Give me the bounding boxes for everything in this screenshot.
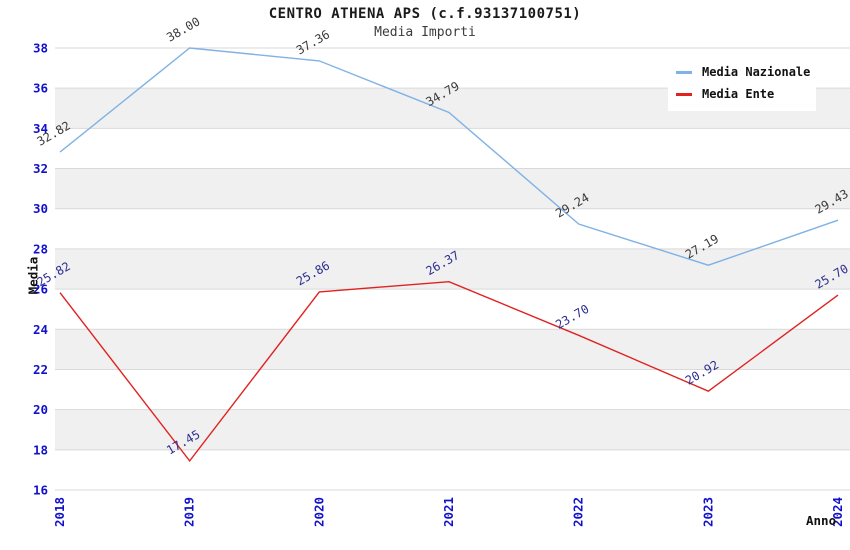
y-tick-label: 36 (33, 81, 48, 96)
x-axis-title: Anno (806, 513, 837, 528)
y-tick-label: 34 (33, 121, 48, 136)
y-tick-label: 22 (33, 362, 48, 377)
x-tick-label: 2021 (441, 497, 456, 527)
x-tick-label: 2024 (830, 497, 845, 527)
y-tick-label: 20 (33, 402, 48, 417)
point-value-label: 23.70 (553, 302, 591, 332)
point-value-label: 37.36 (294, 27, 332, 57)
legend-label: Media Nazionale (702, 65, 811, 79)
plot-band (55, 409, 850, 450)
series-line-media-nazionale (59, 47, 839, 266)
y-tick-label: 18 (33, 442, 48, 457)
legend-label: Media Ente (702, 87, 775, 101)
y-tick-label: 16 (33, 483, 48, 498)
y-tick-label: 32 (33, 161, 48, 176)
y-tick-label: 24 (33, 322, 48, 337)
y-tick-label: 28 (33, 241, 48, 256)
legend-item-media-ente: Media Ente (676, 83, 810, 105)
chart-subtitle: Media Importi (374, 25, 476, 40)
point-value-label: 38.00 (164, 14, 202, 44)
legend: Media Nazionale Media Ente (668, 55, 816, 111)
y-tick-label: 38 (33, 41, 48, 56)
x-tick-label: 2022 (571, 497, 586, 527)
y-axis-title: Media (25, 256, 41, 295)
legend-line-swatch-blue (676, 70, 692, 74)
legend-line-swatch-red (676, 92, 692, 96)
x-tick-label: 2019 (182, 497, 197, 527)
legend-item-media-nazionale: Media Nazionale (676, 61, 810, 83)
series-line-media-ente (59, 280, 839, 463)
chart-title: CENTRO ATHENA APS (c.f.93137100751) (268, 6, 582, 22)
plot-band (55, 329, 850, 370)
x-tick-label: 2018 (52, 497, 67, 527)
y-tick-label: 30 (33, 201, 48, 216)
plot-band (55, 168, 850, 209)
x-tick-label: 2023 (700, 497, 715, 527)
y-tick-label: 26 (33, 282, 48, 297)
x-tick-label: 2020 (311, 497, 326, 527)
